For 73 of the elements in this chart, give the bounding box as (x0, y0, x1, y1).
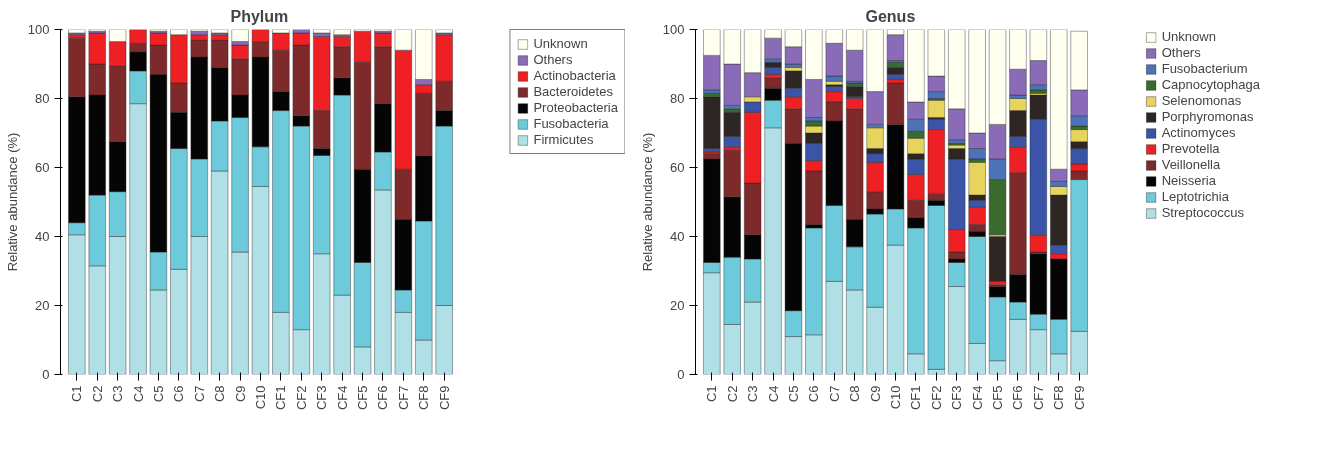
x-tick-label: C3 (745, 385, 761, 403)
legend-label: Others (533, 52, 573, 67)
x-tick-label: C5 (785, 385, 801, 403)
x-tick-label: CF6 (1010, 385, 1026, 411)
x-tick-label: C6 (171, 385, 187, 403)
x-tick-label: C9 (232, 385, 248, 403)
legend-label: Actinobacteria (533, 68, 616, 83)
legend-label: Firmicutes (533, 132, 594, 147)
y-tick-label: 40 (35, 229, 50, 244)
y-axis-title: Relative abundance (%) (639, 132, 655, 272)
x-tick-label: CF7 (1030, 385, 1046, 411)
x-tick-label: CF7 (395, 385, 411, 411)
x-tick-label: C1 (69, 385, 85, 403)
x-tick-label: CF2 (293, 385, 309, 411)
legend-label: Actinomyces (1161, 125, 1236, 140)
legend-label: Unknown (1161, 29, 1216, 44)
x-tick-label: CF8 (1051, 385, 1067, 411)
y-tick-label: 20 (670, 298, 685, 313)
x-tick-label: CF4 (334, 385, 350, 411)
y-tick-label: 60 (35, 160, 50, 175)
y-tick-label: 100 (27, 22, 50, 37)
y-axis-title: Relative abundance (%) (4, 132, 20, 272)
x-tick-label: C7 (191, 385, 207, 403)
x-tick-label: C10 (888, 385, 903, 410)
x-tick-label: C2 (89, 385, 105, 403)
x-tick-label: C1 (704, 385, 720, 403)
x-tick-label: C8 (847, 385, 863, 403)
legend-label: Capnocytophaga (1161, 77, 1260, 92)
legend-label: Streptococcus (1161, 205, 1245, 220)
x-tick-label: CF5 (990, 385, 1006, 411)
x-tick-label: CF8 (416, 385, 432, 411)
legend-label: Porphyromonas (1161, 109, 1254, 124)
legend-label: Selenomonas (1161, 93, 1242, 108)
x-tick-label: CF3 (314, 385, 330, 411)
legend-label: Fusobacteria (533, 116, 609, 131)
legend-label: Proteobacteria (533, 100, 618, 115)
y-tick-label: 0 (677, 367, 685, 382)
y-tick-label: 20 (35, 298, 50, 313)
x-tick-label: C7 (826, 385, 842, 403)
x-tick-label: C4 (765, 385, 781, 403)
x-tick-label: C8 (212, 385, 228, 403)
x-tick-label: C6 (806, 385, 822, 403)
chart-title: Genus (865, 7, 916, 25)
x-tick-label: CF5 (355, 385, 371, 411)
x-tick-label: C10 (253, 385, 268, 410)
legend-label: Others (1161, 45, 1201, 60)
legend-label: Unknown (533, 36, 588, 51)
x-tick-label: C2 (724, 385, 740, 403)
x-tick-label: CF9 (1071, 385, 1087, 411)
y-tick-label: 40 (670, 229, 685, 244)
x-tick-label: CF9 (436, 385, 452, 411)
x-tick-label: CF3 (949, 385, 965, 411)
legend-label: Bacteroidetes (533, 84, 613, 99)
legend-label: Veillonella (1161, 157, 1221, 172)
legend-label: Leptotrichia (1161, 189, 1229, 204)
y-tick-label: 80 (35, 91, 50, 106)
x-tick-label: C3 (110, 385, 126, 403)
y-tick-label: 0 (42, 367, 50, 382)
legend-label: Neisseria (1161, 173, 1216, 188)
x-tick-label: CF4 (969, 385, 985, 411)
y-tick-label: 60 (670, 160, 685, 175)
chart-title: Phylum (230, 7, 289, 25)
legend-label: Fusobacterium (1161, 61, 1248, 76)
x-tick-label: C9 (867, 385, 883, 403)
x-tick-label: C5 (150, 385, 166, 403)
x-tick-label: CF1 (273, 385, 289, 411)
legend-label: Prevotella (1161, 141, 1220, 156)
y-tick-label: 80 (670, 91, 685, 106)
x-tick-label: CF1 (908, 385, 924, 411)
x-tick-label: CF6 (375, 385, 391, 411)
x-tick-label: C4 (130, 385, 146, 403)
x-tick-label: CF2 (928, 385, 944, 411)
y-tick-label: 100 (662, 22, 685, 37)
